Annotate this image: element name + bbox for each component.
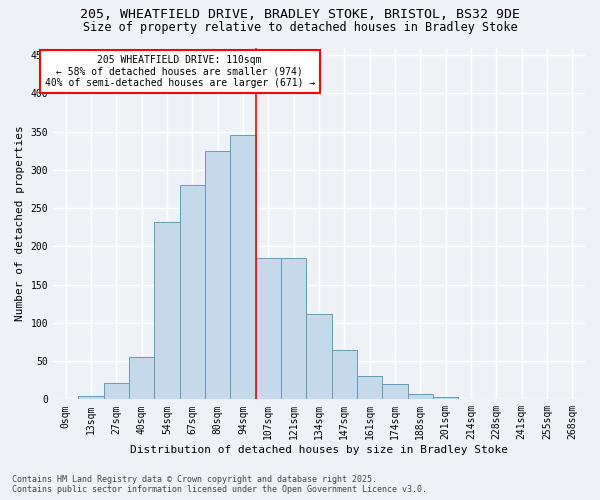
Bar [407,394,433,400]
Text: Size of property relative to detached houses in Bradley Stoke: Size of property relative to detached ho… [83,21,517,34]
Bar [332,350,357,400]
Bar [179,185,205,400]
Bar [307,314,332,400]
Bar [230,136,256,400]
Bar [205,151,230,400]
Text: 205, WHEATFIELD DRIVE, BRADLEY STOKE, BRISTOL, BS32 9DE: 205, WHEATFIELD DRIVE, BRADLEY STOKE, BR… [80,8,520,20]
Text: 205 WHEATFIELD DRIVE: 110sqm
← 58% of detached houses are smaller (974)
40% of s: 205 WHEATFIELD DRIVE: 110sqm ← 58% of de… [44,55,315,88]
Bar [382,384,407,400]
Bar [79,396,104,400]
Bar [433,397,458,400]
Text: Contains HM Land Registry data © Crown copyright and database right 2025.
Contai: Contains HM Land Registry data © Crown c… [12,474,427,494]
Bar [256,258,281,400]
Bar [281,258,307,400]
X-axis label: Distribution of detached houses by size in Bradley Stoke: Distribution of detached houses by size … [130,445,508,455]
Y-axis label: Number of detached properties: Number of detached properties [15,126,25,322]
Bar [129,358,154,400]
Bar [104,382,129,400]
Bar [154,222,179,400]
Bar [357,376,382,400]
